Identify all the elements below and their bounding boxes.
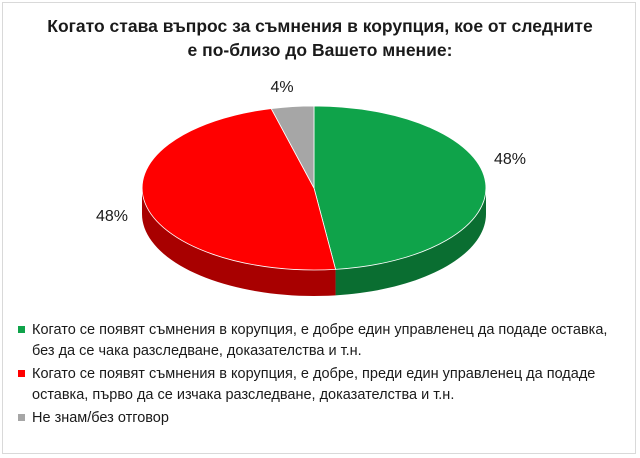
chart-title: Когато става въпрос за съмнения в корупц…	[0, 14, 640, 62]
legend-marker-green	[18, 326, 25, 333]
legend-label-dont-know: Не знам/без отговор	[32, 410, 169, 426]
pie-slice-wait-investigation	[141, 108, 337, 271]
legend-label-wait-investigation: Когато се появят съмнения в корупция, е …	[32, 366, 596, 403]
chart-title-line-1: Когато става въпрос за съмнения в корупц…	[47, 16, 593, 36]
pie-chart: 48% 48% 4%	[96, 79, 526, 296]
data-label-resign-immediately: 48%	[494, 151, 526, 168]
pie-slice-dont-know	[270, 105, 315, 189]
legend-label-resign-immediately: Когато се появят съмнения в корупция, е …	[32, 322, 608, 359]
legend-item-wait-investigation: Когато се появят съмнения в корупция, е …	[18, 364, 630, 406]
legend-marker-gray	[18, 414, 25, 421]
legend: Когато се появят съмнения в корупция, е …	[18, 320, 630, 431]
data-label-dont-know: 4%	[270, 79, 293, 96]
legend-item-dont-know: Не знам/без отговор	[18, 408, 630, 429]
pie-side-resign-immediately	[335, 188, 486, 296]
pie-slice-resign-immediately	[313, 105, 487, 270]
legend-item-resign-immediately: Когато се появят съмнения в корупция, е …	[18, 320, 630, 362]
chart-title-line-2: е по-близо до Вашето мнение:	[187, 40, 453, 60]
data-label-wait-investigation: 48%	[96, 208, 128, 225]
legend-marker-red	[18, 370, 25, 377]
